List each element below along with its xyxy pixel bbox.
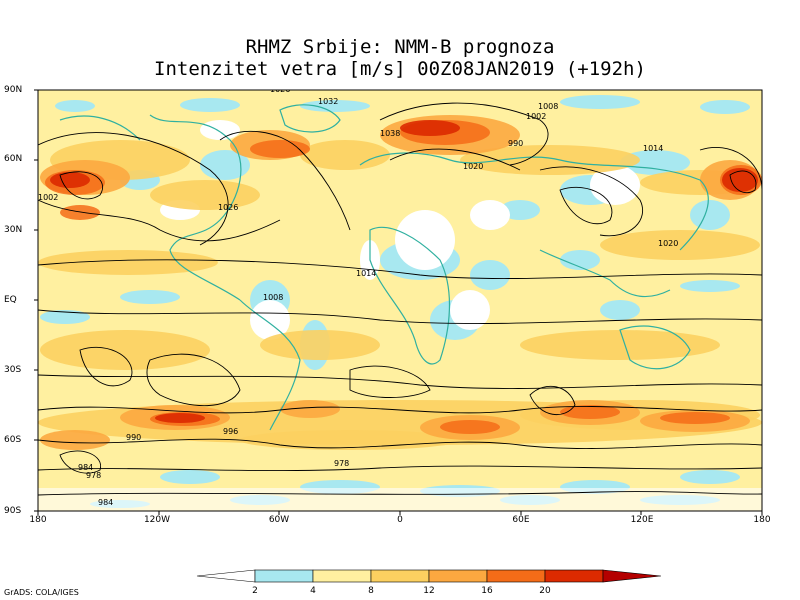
colorbar-tick-16: 16 bbox=[481, 586, 493, 596]
lon-label-120w: 120W bbox=[143, 515, 171, 525]
lat-label-eq: EQ bbox=[4, 295, 17, 305]
lon-label-60e: 60E bbox=[512, 515, 530, 525]
colorbar-segment bbox=[254, 569, 314, 583]
lat-label-90s: 90S bbox=[4, 506, 22, 516]
colorbar-segment bbox=[370, 569, 430, 583]
isobar-label: 984 bbox=[98, 498, 113, 507]
map-title-line2: Intenzitet vetra [m/s] 00Z08JAN2019 (+19… bbox=[154, 58, 646, 80]
colorbar-segment bbox=[196, 569, 256, 583]
isobar-label: 1008 bbox=[538, 102, 558, 111]
isobar-label: 1002 bbox=[38, 193, 58, 202]
isobar-label: 1020 bbox=[463, 162, 483, 171]
isobar-label: 978 bbox=[86, 471, 101, 480]
colorbar-tick-8: 8 bbox=[368, 586, 374, 596]
isobar-label: 1020 bbox=[658, 239, 678, 248]
colorbar-tick-20: 20 bbox=[539, 586, 551, 596]
lat-label-90n: 90N bbox=[4, 85, 23, 95]
isobar-label: 1008 bbox=[263, 293, 283, 302]
isobar-label: 984 bbox=[78, 463, 93, 472]
lat-label-30n: 30N bbox=[4, 225, 23, 235]
map-title-line1: RHMZ Srbije: NMM-B prognoza bbox=[245, 36, 555, 58]
colorbar-segment bbox=[428, 569, 488, 583]
isobar-label: 1002 bbox=[526, 112, 546, 121]
isobar-label: 978 bbox=[334, 459, 349, 468]
isobar-label: 1026 bbox=[270, 85, 290, 94]
isobar-label: 1026 bbox=[218, 203, 238, 212]
lon-label-180e: 180 bbox=[753, 515, 771, 525]
isobar-label: 990 bbox=[508, 139, 523, 148]
lat-label-60s: 60S bbox=[4, 435, 22, 445]
isobar-label: 1014 bbox=[356, 269, 376, 278]
isobar-label: 1038 bbox=[380, 129, 400, 138]
colorbar-tick-12: 12 bbox=[423, 586, 435, 596]
lon-label-180w: 180 bbox=[29, 515, 47, 525]
colorbar-segment bbox=[312, 569, 372, 583]
isobar-label: 1032 bbox=[318, 97, 338, 106]
lon-label-0: 0 bbox=[397, 515, 403, 525]
colorbar-segment bbox=[544, 569, 604, 583]
colorbar-tick-2: 2 bbox=[252, 586, 258, 596]
lat-label-60n: 60N bbox=[4, 154, 23, 164]
lon-label-60w: 60W bbox=[268, 515, 290, 525]
lat-label-30s: 30S bbox=[4, 365, 22, 375]
colorbar-tick-4: 4 bbox=[310, 586, 316, 596]
isobar-label: 990 bbox=[126, 433, 141, 442]
colorbar bbox=[196, 569, 662, 583]
isobar-label: 1014 bbox=[643, 144, 663, 153]
wind-field: 1026103210261020101410081002996990984978… bbox=[38, 85, 762, 511]
lon-label-120e: 120E bbox=[630, 515, 654, 525]
colorbar-segment bbox=[486, 569, 546, 583]
isobar-label: 996 bbox=[223, 427, 238, 436]
credit-text: GrADS: COLA/IGES bbox=[4, 588, 79, 597]
colorbar-segment bbox=[602, 569, 662, 583]
